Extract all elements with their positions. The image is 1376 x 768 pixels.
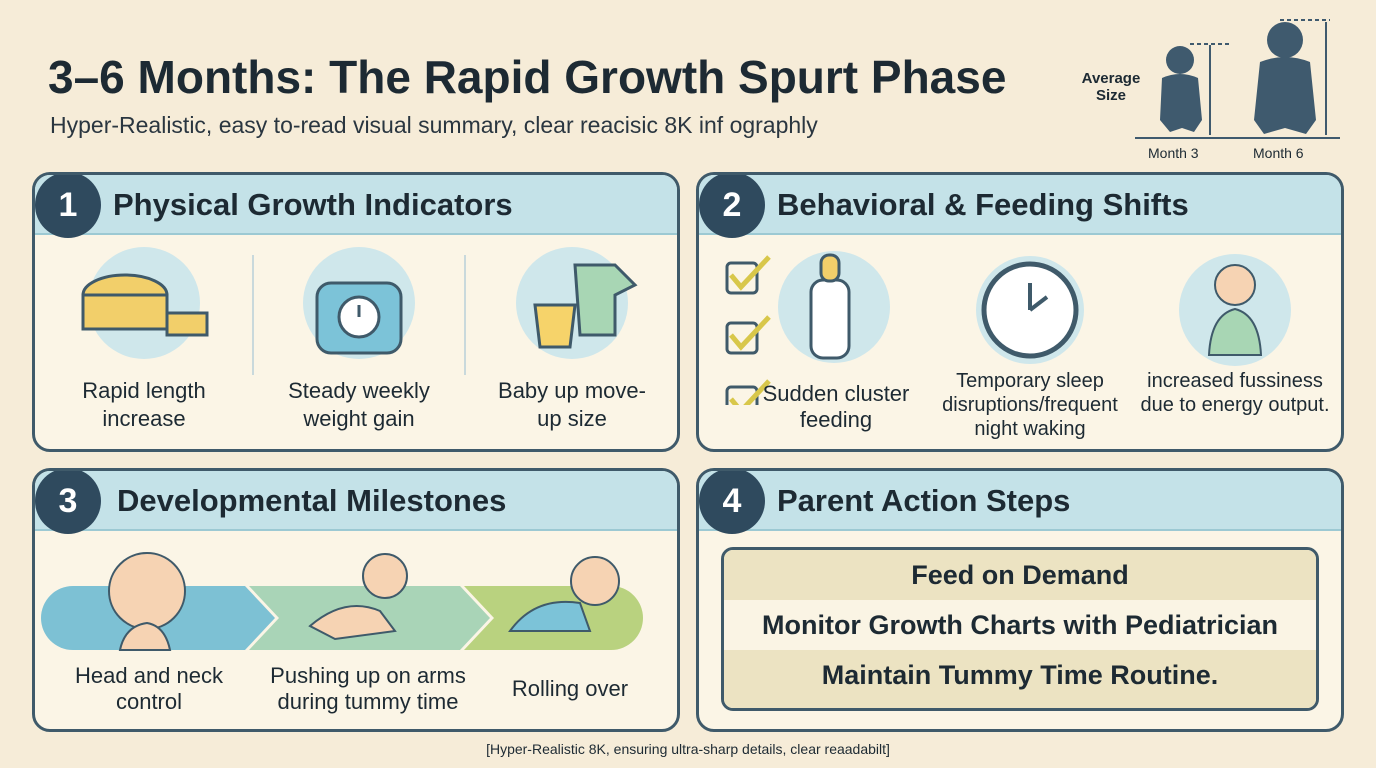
item-label: Head and neck control (75, 663, 223, 714)
milestone-arrows (41, 552, 643, 651)
action-step: Maintain Tummy Time Routine. (724, 650, 1316, 708)
panel-number: 3 (35, 471, 101, 534)
size-graphic (1135, 19, 1340, 139)
subtitle: Hyper-Realistic, easy to-read visual sum… (50, 112, 818, 138)
icons (725, 251, 1291, 405)
panel-number: 2 (699, 175, 765, 238)
panel-header (699, 175, 1341, 235)
panel-number: 1 (35, 175, 101, 238)
action-step: Monitor Growth Charts with Pediatrician (724, 600, 1316, 650)
panel: Parent Action Steps 4 Feed on Demand Mon… (696, 468, 1344, 732)
panel: Developmental Milestones 3 Head and neck… (32, 468, 680, 732)
panel-title: Developmental Milestones (117, 483, 507, 518)
panel: Behavioral & Feeding Shifts Sudden clust… (696, 172, 1344, 452)
panel-header (699, 471, 1341, 531)
panel: Physical Growth Indicators 1 Rapid lengt… (32, 172, 680, 452)
month-label: Month 3 (1148, 145, 1199, 161)
footer: [Hyper-Realistic 8K, ensuring ultra-shar… (486, 741, 890, 757)
item-label: Temporary sleep disruptions/frequent nig… (942, 370, 1118, 440)
item-label: Sudden cluster feeding (762, 381, 910, 432)
size-label: Average Size (1081, 70, 1141, 104)
item-label: Steady weekly weight gain (288, 378, 430, 431)
panel-number: 4 (699, 471, 765, 534)
action-list: Feed on Demand Monitor Growth Charts wit… (721, 547, 1319, 711)
item-label: Rolling over (511, 676, 629, 701)
item-label: Baby up move-up size (498, 378, 646, 431)
item-label: Pushing up on arms during tummy time (270, 663, 466, 714)
item-label: increased fussiness due to energy output… (1140, 370, 1330, 416)
panel-header (35, 175, 677, 235)
item-label: Rapid length increase (82, 378, 206, 431)
panel-title: Parent Action Steps (777, 483, 1071, 518)
panel-header (35, 471, 677, 531)
action-step: Feed on Demand (724, 550, 1316, 600)
month-label: Month 6 (1253, 145, 1304, 161)
title: 3–6 Months: The Rapid Growth Spurt Phase (48, 51, 1007, 103)
panel-title: Physical Growth Indicators (113, 187, 513, 222)
panel-title: Behavioral & Feeding Shifts (777, 187, 1189, 222)
icons (81, 247, 638, 375)
